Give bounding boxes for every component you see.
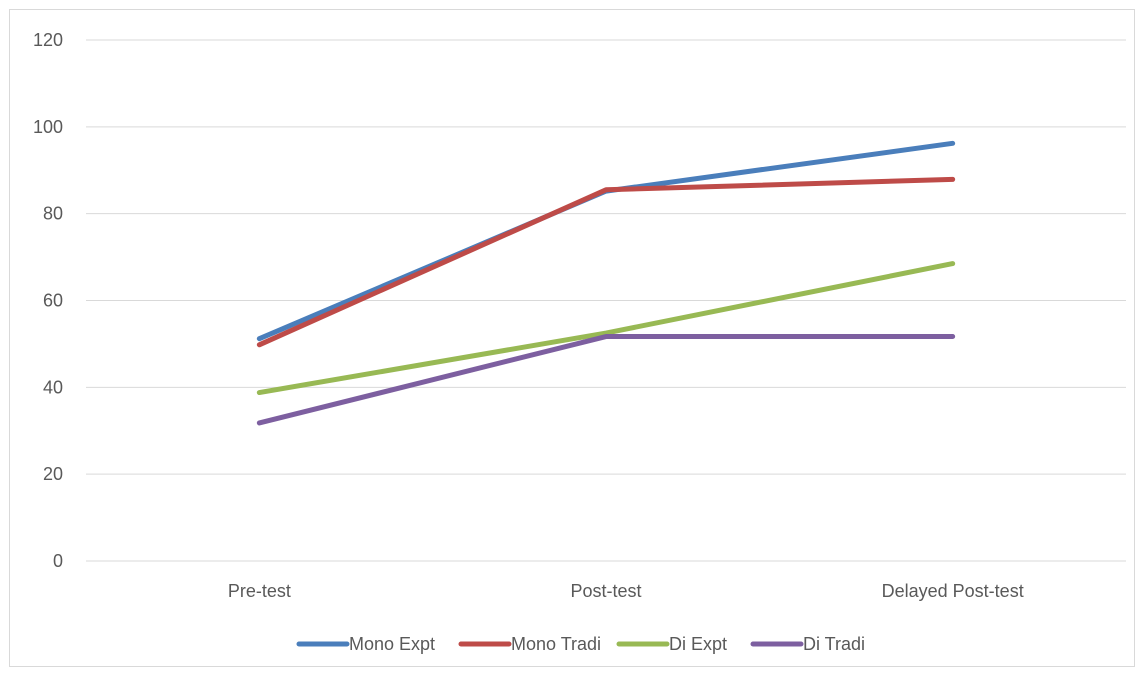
legend-label: Mono Expt bbox=[349, 634, 435, 654]
series-line-di-tradi bbox=[256, 334, 956, 426]
series-line-di-expt bbox=[256, 261, 956, 396]
legend-label: Di Expt bbox=[669, 634, 727, 654]
y-axis-tick-labels: 0 20 40 60 80 100 120 bbox=[33, 30, 63, 571]
y-tick-label: 80 bbox=[43, 204, 63, 224]
x-tick-label: Delayed Post-test bbox=[882, 581, 1024, 601]
y-tick-label: 120 bbox=[33, 30, 63, 50]
y-tick-label: 40 bbox=[43, 377, 63, 397]
series-lines bbox=[256, 140, 956, 426]
y-tick-label: 100 bbox=[33, 117, 63, 137]
series-line-mono-tradi bbox=[256, 176, 956, 348]
legend-label: Mono Tradi bbox=[511, 634, 601, 654]
y-tick-label: 60 bbox=[43, 291, 63, 311]
series-line-mono-expt bbox=[256, 140, 956, 342]
gridlines bbox=[86, 39, 1126, 562]
x-axis-tick-labels: Pre-test Post-test Delayed Post-test bbox=[228, 581, 1024, 601]
legend-label: Di Tradi bbox=[803, 634, 865, 654]
legend: Mono Expt Mono Tradi Di Expt Di Tradi bbox=[296, 634, 865, 654]
y-tick-label: 0 bbox=[53, 551, 63, 571]
y-tick-label: 20 bbox=[43, 464, 63, 484]
x-tick-label: Pre-test bbox=[228, 581, 291, 601]
x-tick-label: Post-test bbox=[570, 581, 641, 601]
